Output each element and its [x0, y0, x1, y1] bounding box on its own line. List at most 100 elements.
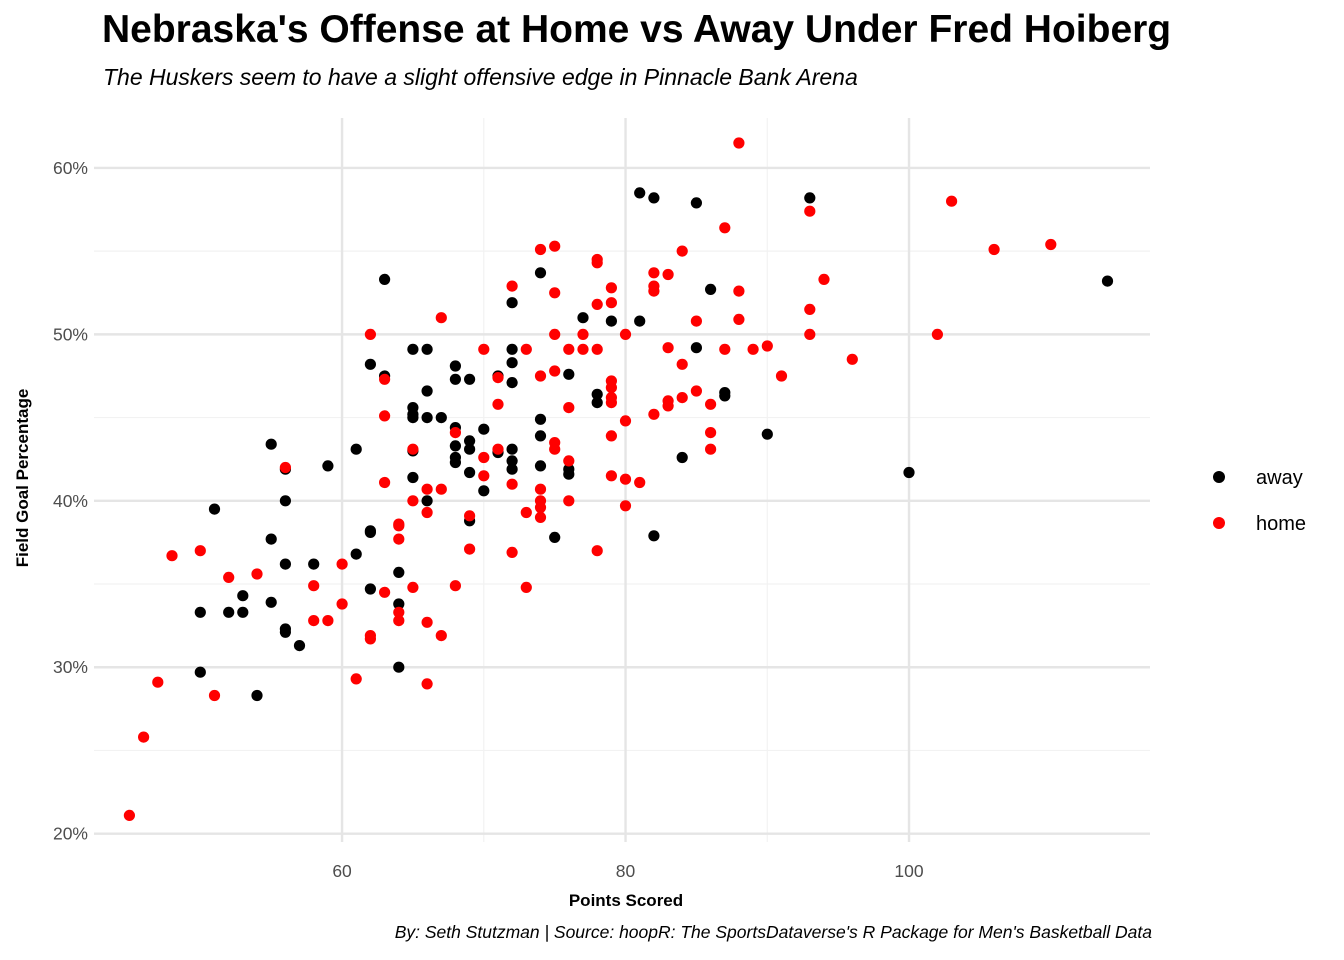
point-away	[407, 412, 419, 424]
point-away	[563, 468, 575, 480]
point-home	[733, 285, 745, 297]
point-home	[591, 298, 603, 310]
point-away	[634, 315, 646, 327]
point-home	[379, 476, 391, 489]
point-home	[577, 328, 589, 340]
point-home	[407, 495, 419, 507]
point-away	[223, 606, 235, 618]
point-home	[719, 343, 731, 355]
point-home	[634, 476, 646, 489]
point-away	[648, 192, 660, 204]
data-points	[123, 137, 1114, 822]
point-home	[804, 328, 816, 340]
point-home	[549, 240, 561, 252]
point-home	[506, 280, 518, 292]
point-home	[421, 616, 433, 628]
point-away	[293, 640, 306, 652]
point-away	[449, 373, 461, 385]
point-home	[931, 328, 944, 340]
point-home	[166, 550, 178, 562]
point-away	[265, 533, 277, 545]
x-axis-title: Points Scored	[569, 891, 683, 910]
point-home	[421, 506, 433, 519]
point-away	[690, 342, 703, 354]
point-home	[761, 340, 773, 352]
point-home	[152, 676, 164, 688]
point-home	[449, 580, 461, 592]
point-away	[676, 451, 688, 464]
point-home	[605, 397, 618, 409]
point-home	[393, 520, 405, 532]
point-away	[506, 455, 518, 467]
point-home	[818, 273, 830, 285]
point-home	[733, 313, 745, 325]
point-away	[208, 503, 221, 515]
point-away	[279, 558, 291, 570]
point-home	[478, 451, 490, 464]
point-away	[464, 373, 476, 385]
point-away	[563, 368, 575, 380]
point-home	[308, 615, 320, 627]
point-home	[591, 545, 603, 557]
point-away	[719, 390, 731, 402]
point-home	[336, 598, 348, 610]
point-home	[648, 285, 660, 297]
point-home	[1045, 238, 1057, 251]
point-away	[534, 267, 547, 279]
y-axis-ticks: 20% 30% 40% 50% 60%	[53, 158, 88, 844]
chart-subtitle: The Huskers seem to have a slight offens…	[103, 64, 858, 90]
point-away	[506, 343, 518, 355]
point-away	[364, 583, 376, 595]
point-home	[705, 443, 717, 455]
point-home	[804, 303, 816, 315]
point-home	[534, 511, 547, 523]
point-home	[492, 372, 504, 384]
point-home	[747, 343, 759, 355]
point-home	[804, 205, 816, 217]
point-home	[534, 501, 547, 514]
point-home	[407, 443, 419, 455]
point-home	[421, 678, 433, 690]
point-away	[506, 377, 518, 389]
point-home	[478, 343, 490, 355]
x-tick-label: 80	[616, 861, 636, 881]
point-home	[619, 328, 632, 340]
point-home	[322, 615, 334, 627]
point-away	[194, 606, 206, 618]
point-away	[407, 343, 419, 355]
point-home	[563, 402, 575, 414]
point-away	[308, 558, 320, 570]
point-home	[223, 571, 235, 584]
point-home	[393, 606, 405, 618]
point-away	[903, 466, 915, 479]
point-away	[251, 689, 263, 702]
point-home	[619, 415, 632, 427]
point-home	[138, 731, 150, 743]
point-away	[464, 435, 476, 447]
point-away	[449, 456, 461, 469]
point-home	[251, 568, 263, 580]
y-axis-title: Field Goal Percentage	[13, 389, 32, 568]
point-home	[619, 473, 632, 485]
point-away	[464, 443, 476, 455]
point-home	[605, 470, 618, 482]
point-away	[506, 443, 518, 455]
point-away	[364, 526, 376, 539]
point-home	[605, 382, 618, 394]
y-tick-label: 50%	[53, 324, 88, 344]
point-home	[393, 533, 405, 545]
point-away	[194, 666, 206, 678]
point-away	[577, 312, 589, 324]
point-away	[705, 283, 717, 295]
point-away	[435, 412, 447, 424]
y-tick-label: 30%	[53, 657, 88, 677]
point-away	[449, 440, 461, 452]
point-away	[350, 548, 362, 560]
legend-key-away	[1213, 471, 1225, 483]
point-home	[690, 315, 703, 327]
point-home	[520, 506, 532, 519]
point-home	[563, 343, 575, 355]
point-away	[449, 360, 461, 372]
point-home	[662, 268, 674, 281]
point-home	[988, 243, 1000, 256]
